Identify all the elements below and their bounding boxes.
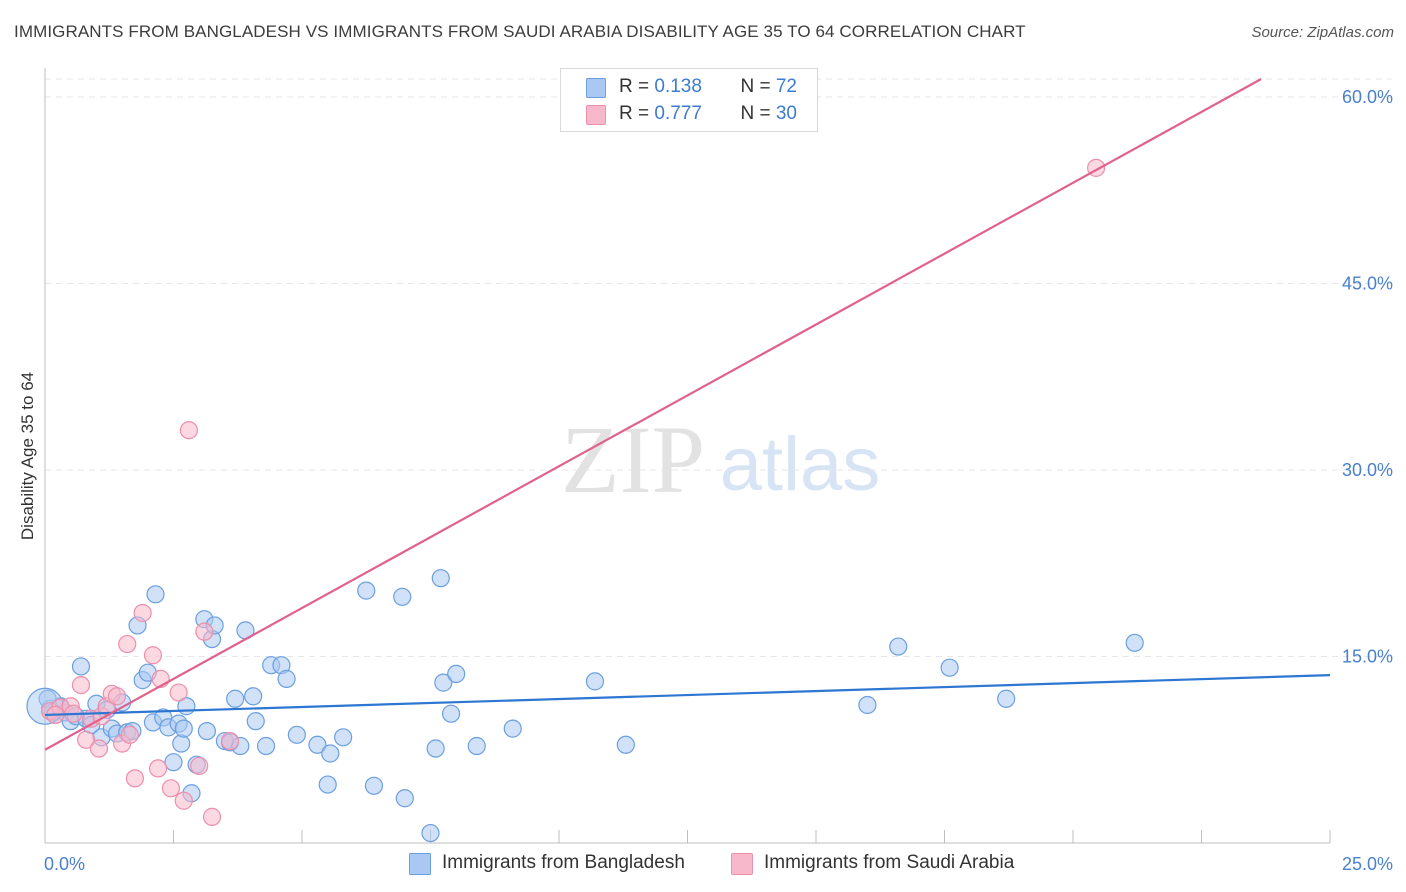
x-tick-label: 25.0% [1342, 854, 1393, 874]
saudi-arabia-point [179, 421, 199, 440]
chart-title: IMMIGRANTS FROM BANGLADESH VS IMMIGRANTS… [14, 22, 1026, 41]
saudi-arabia-point [174, 791, 193, 810]
saudi-arabia-point [89, 739, 109, 758]
series-saudi-arabia-points [41, 158, 1106, 826]
saudi-arabia-point [125, 769, 145, 788]
bottom-legend-label: Immigrants from Bangladesh [442, 852, 685, 873]
saudi-arabia-point [77, 730, 96, 749]
source-credit: Source: ZipAtlas.com [1251, 24, 1394, 41]
saudi-arabia-point [169, 683, 188, 702]
bangladesh-point [585, 672, 605, 691]
legend-n-label: N = [740, 76, 776, 97]
watermark-zip: ZIP [561, 406, 705, 513]
bottom-legend-swatch-pink [731, 853, 753, 875]
saudi-arabia-point [161, 779, 181, 798]
bangladesh-point [318, 775, 337, 794]
saudi-arabia-point [143, 646, 163, 665]
legend-swatch-pink [586, 105, 606, 125]
bangladesh-point [447, 664, 466, 684]
bangladesh-point [244, 687, 263, 706]
bangladesh-point [421, 823, 440, 843]
bangladesh-point [357, 581, 376, 600]
bangladesh-point [308, 735, 327, 754]
saudi-arabia-point [71, 675, 91, 695]
bangladesh-point [164, 753, 183, 772]
bangladesh-point [940, 658, 959, 677]
legend-n-label: N = [740, 103, 776, 124]
watermark-atlas: atlas [720, 422, 881, 507]
y-axis-label: Disability Age 35 to 64 [18, 371, 37, 541]
bangladesh-point [393, 587, 412, 606]
y-tick-label: 60.0% [1342, 87, 1393, 107]
saudi-arabia-point [202, 807, 222, 826]
bangladesh-point [441, 704, 461, 723]
legend-r-label: R = [619, 103, 655, 124]
saudi-arabia-point [107, 687, 127, 706]
trend-lines [44, 78, 1331, 751]
bangladesh-point [197, 721, 217, 741]
bangladesh-point [889, 637, 908, 656]
saudi-arabia-point [133, 603, 152, 623]
bangladesh-point [146, 585, 165, 604]
bangladesh-point [277, 669, 296, 688]
tick-labels: 15.0% 30.0% 45.0% 60.0% 0.0% 25.0% [44, 87, 1393, 874]
bottom-legend-swatch-blue [409, 853, 431, 875]
gridlines [45, 78, 1392, 657]
saudi-arabia-point [190, 756, 209, 776]
saudi-arabia-trend-line [44, 78, 1262, 751]
bangladesh-point [71, 657, 91, 676]
saudi-arabia-point [220, 731, 240, 751]
bangladesh-point [395, 789, 414, 808]
y-tick-label: 30.0% [1342, 460, 1393, 480]
bangladesh-point [467, 736, 486, 756]
saudi-arabia-point [120, 725, 139, 744]
bangladesh-trend-line [44, 674, 1331, 717]
bangladesh-point [246, 712, 265, 731]
bangladesh-point [174, 719, 193, 738]
bangladesh-point [503, 719, 522, 738]
bangladesh-point [256, 736, 276, 756]
bangladesh-point [431, 569, 450, 588]
correlation-legend: R = 0.138 N = 72 R = 0.777 N = 30 [560, 68, 818, 132]
bangladesh-point [616, 735, 635, 754]
bangladesh-point [426, 739, 445, 758]
legend-r-value: 0.777 [654, 103, 702, 124]
legend-swatch-blue [586, 78, 606, 98]
x-tick-label: 0.0% [44, 854, 85, 874]
bangladesh-point [287, 725, 306, 744]
bottom-legend-label: Immigrants from Saudi Arabia [764, 852, 1015, 873]
series-bangladesh-points [26, 569, 1144, 843]
bangladesh-point [321, 744, 340, 763]
bangladesh-point [226, 689, 245, 708]
saudi-arabia-point [195, 622, 214, 641]
legend-n-value: 30 [775, 103, 797, 124]
bangladesh-point [434, 673, 453, 692]
legend-r-value: 0.138 [654, 76, 702, 97]
bangladesh-point [172, 734, 191, 753]
saudi-arabia-point [118, 634, 137, 654]
y-tick-label: 45.0% [1342, 274, 1393, 294]
bangladesh-point [334, 728, 353, 747]
y-tick-label: 15.0% [1342, 647, 1393, 667]
bangladesh-point [997, 689, 1016, 708]
legend-n-value: 72 [775, 76, 797, 97]
bangladesh-point [364, 776, 384, 795]
bangladesh-point [858, 695, 877, 715]
legend-r-label: R = [619, 76, 655, 97]
saudi-arabia-point [148, 759, 168, 778]
bangladesh-point [1125, 633, 1144, 652]
